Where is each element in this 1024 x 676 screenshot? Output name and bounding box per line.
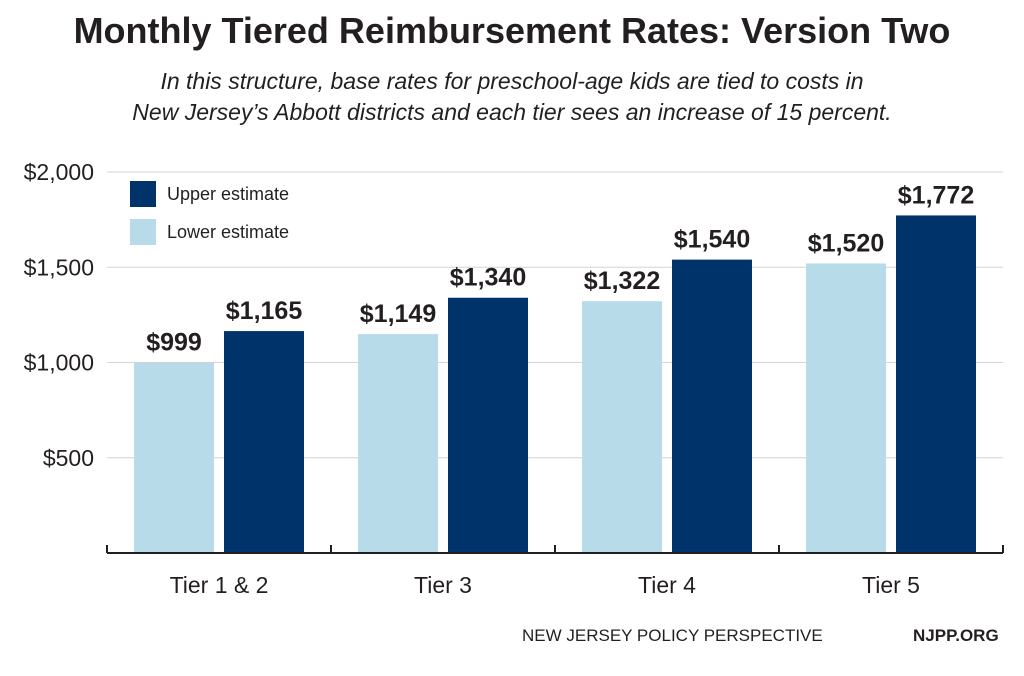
legend-label: Lower estimate <box>167 222 289 242</box>
data-label: $1,340 <box>450 264 526 292</box>
y-tick-label: $1,000 <box>24 350 94 376</box>
source-credit: NEW JERSEY POLICY PERSPECTIVE <box>522 626 823 645</box>
data-label: $1,165 <box>226 297 303 325</box>
data-label: $999 <box>146 329 202 357</box>
bar-upper <box>224 331 304 553</box>
chart-title: Monthly Tiered Reimbursement Rates: Vers… <box>73 10 951 51</box>
x-tick-label: Tier 4 <box>638 572 696 598</box>
x-tick-label: Tier 3 <box>414 572 472 598</box>
data-label: $1,520 <box>808 229 884 257</box>
bar-upper <box>448 297 528 553</box>
data-label: $1,149 <box>360 300 436 328</box>
site-url: NJPP.ORG <box>913 626 999 645</box>
bar-lower <box>582 301 662 553</box>
legend-label: Upper estimate <box>167 184 289 204</box>
x-tick-label: Tier 5 <box>862 572 920 598</box>
legend-swatch <box>130 219 156 245</box>
data-label: $1,772 <box>898 181 974 209</box>
y-tick-label: $2,000 <box>24 159 94 185</box>
legend-swatch <box>130 181 156 207</box>
data-label: $1,322 <box>584 267 660 295</box>
bar-lower <box>806 263 886 553</box>
bar-lower <box>358 334 438 553</box>
subtitle-line-1: In this structure, base rates for presch… <box>160 68 864 94</box>
bar-upper <box>896 215 976 553</box>
x-tick-label: Tier 1 & 2 <box>170 572 269 598</box>
bar-upper <box>672 259 752 553</box>
y-tick-label: $1,500 <box>24 254 94 280</box>
data-label: $1,540 <box>674 226 750 254</box>
chart-subtitle: In this structure, base rates for presch… <box>0 66 1024 128</box>
bar-lower <box>134 362 214 553</box>
subtitle-line-2: New Jersey’s Abbott districts and each t… <box>132 99 892 125</box>
y-tick-label: $500 <box>43 445 94 471</box>
